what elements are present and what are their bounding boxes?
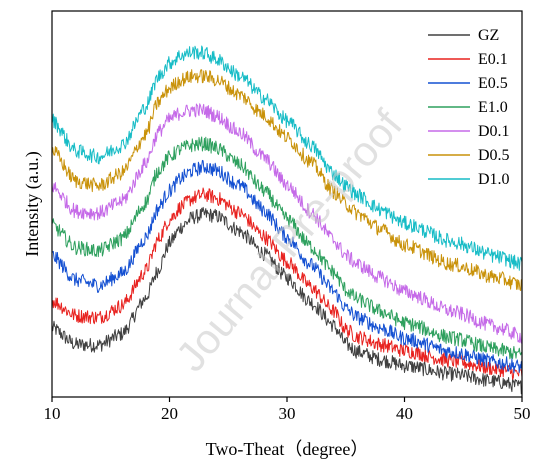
legend: GZ E0.1 E0.5 E1.0 D0.1 D0.5 D1.0 — [428, 27, 510, 188]
series-line-E1.0 — [51, 136, 523, 360]
x-tick-label-10: 10 — [44, 404, 61, 423]
x-tick-label-40: 40 — [396, 404, 413, 423]
legend-label-GZ: GZ — [478, 27, 499, 44]
legend-label-D0.5: D0.5 — [478, 147, 510, 164]
series-layer — [51, 45, 523, 395]
x-tick-label-20: 20 — [161, 404, 178, 423]
series-line-D1.0 — [51, 45, 523, 271]
legend-label-E0.5: E0.5 — [478, 75, 508, 92]
x-tick-label-50: 50 — [514, 404, 531, 423]
series-line-D0.1 — [51, 103, 523, 344]
legend-label-D0.1: D0.1 — [478, 123, 510, 140]
legend-label-E0.1: E0.1 — [478, 51, 508, 68]
legend-label-D1.0: D1.0 — [478, 171, 510, 188]
series-line-E0.1 — [51, 187, 523, 380]
legend-label-E1.0: E1.0 — [478, 99, 508, 116]
y-axis-title: Intensity (a.u.) — [22, 151, 43, 256]
tick-layer: 10 20 30 40 50 — [44, 397, 531, 423]
x-axis-title: Two-Theat（degree） — [206, 439, 369, 459]
series-line-E0.5 — [51, 159, 523, 374]
x-tick-label-30: 30 — [279, 404, 296, 423]
series-line-D0.5 — [51, 69, 523, 291]
series-line-GZ — [51, 206, 523, 395]
